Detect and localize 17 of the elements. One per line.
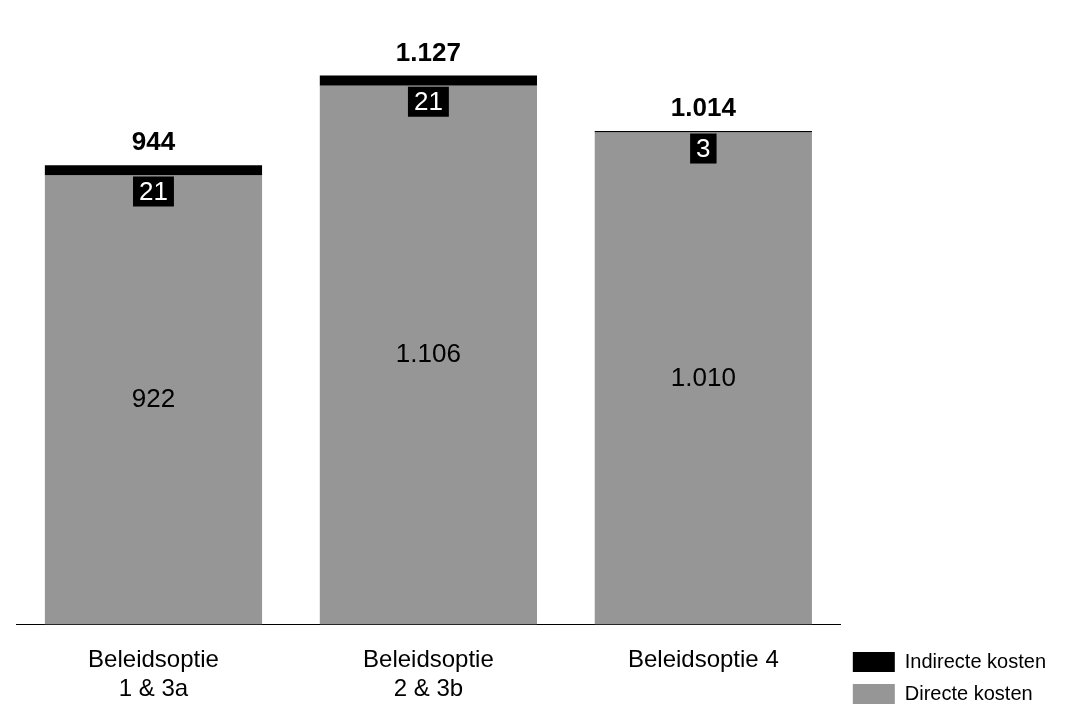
total-label: 1.127 — [395, 36, 461, 67]
data-label: 21 — [139, 175, 168, 206]
data-label: 21 — [413, 85, 443, 116]
bar — [594, 132, 812, 625]
x-tick-label: Beleidsoptie 2 & 3b — [363, 645, 494, 702]
legend-label: Directe kosten — [904, 681, 1033, 704]
total-label: 1.014 — [670, 92, 737, 123]
bar — [319, 85, 537, 625]
total-label: 944 — [131, 126, 176, 157]
data-label: 922 — [131, 383, 176, 414]
data-label: 1.106 — [395, 338, 461, 369]
x-tick-label: Beleidsoptie 1 & 3a — [88, 645, 219, 702]
data-label: 1.010 — [670, 361, 736, 392]
data-label: 3 — [696, 132, 711, 163]
legend-label: Indirecte kosten — [904, 649, 1047, 672]
x-tick-label: Beleidsoptie 4 — [627, 645, 779, 673]
bar — [44, 175, 263, 625]
